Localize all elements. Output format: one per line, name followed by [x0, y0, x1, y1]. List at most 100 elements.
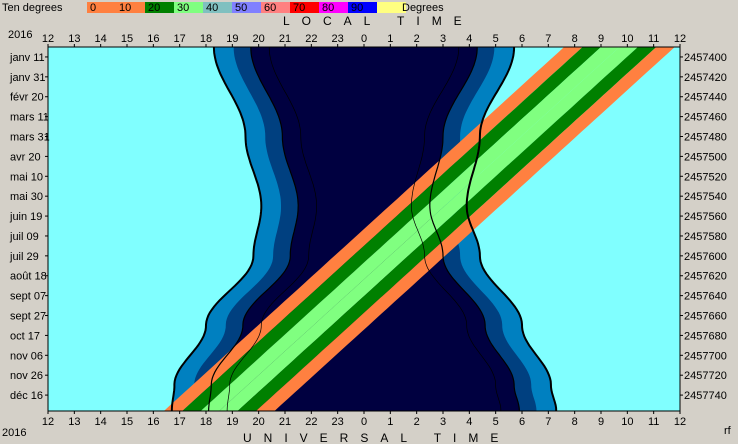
hour-tick-top: 6 [519, 33, 525, 45]
jd-tick-label: 2457500 [684, 151, 727, 163]
hour-tick-bottom: 1 [387, 416, 393, 428]
legend-bar: Ten degrees 0 10 20 30 40 50 60 70 80 90 Degrees [2, 2, 444, 14]
hour-tick-top: 14 [95, 33, 107, 45]
jd-tick-label: 2457680 [684, 330, 727, 342]
hour-tick-top: 22 [305, 33, 317, 45]
legend-label: Ten degrees [2, 2, 63, 14]
hour-tick-top: 8 [572, 33, 578, 45]
universal-time-title: UNIVERSAL TIME [243, 431, 510, 444]
date-tick-label: juil 29 [9, 251, 39, 263]
jd-tick-label: 2457700 [684, 350, 727, 362]
hour-tick-bottom: 14 [95, 416, 107, 428]
legend-swatch-label: 30 [177, 2, 189, 14]
date-tick-label: août 18 [10, 271, 47, 283]
hour-tick-bottom: 3 [440, 416, 446, 428]
jd-tick-label: 2457620 [684, 271, 727, 283]
hour-tick-top: 20 [253, 33, 265, 45]
date-tick-label: avr 20 [10, 151, 41, 163]
legend-swatch [290, 2, 319, 13]
hour-tick-bottom: 20 [253, 416, 265, 428]
year-label-bottom: 2016 [2, 427, 26, 439]
jd-tick-label: 2457720 [684, 370, 727, 382]
local-time-title: LOCAL TIME [283, 14, 474, 28]
altitude-band-alt_0_10 [163, 47, 583, 411]
hour-tick-bottom: 12 [674, 416, 686, 428]
hour-tick-top: 0 [361, 33, 367, 45]
hour-tick-top: 5 [493, 33, 499, 45]
hour-tick-bottom: 21 [279, 416, 291, 428]
jd-tick-label: 2457480 [684, 132, 727, 144]
jd-tick-label: 2457660 [684, 311, 727, 323]
plot-frame [47, 46, 681, 412]
date-tick-label: févr 20 [10, 92, 44, 104]
legend-swatch [174, 2, 203, 13]
sunset-curve [170, 46, 263, 412]
dawn-inner-curve [411, 46, 502, 412]
legend-swatch-label: 20 [148, 2, 160, 14]
hour-tick-top: 17 [174, 33, 186, 45]
jd-tick-label: 2457420 [684, 72, 727, 84]
legend-swatch-label: 10 [119, 2, 131, 14]
hour-tick-top: 18 [200, 33, 212, 45]
hour-tick-bottom: 2 [414, 416, 420, 428]
jd-tick-label: 2457740 [684, 390, 727, 402]
hour-tick-top: 16 [147, 33, 159, 45]
jd-tick-label: 2457520 [684, 171, 727, 183]
hour-tick-top: 3 [440, 33, 446, 45]
hour-tick-top: 1 [387, 33, 393, 45]
legend-swatches: 0 10 20 30 40 50 60 70 80 90 [87, 2, 406, 14]
legend-swatch-label: 60 [264, 2, 276, 14]
hour-tick-bottom: 11 [648, 416, 659, 428]
footer-mark: rf [724, 425, 732, 437]
legend-swatch-label: 90 [351, 2, 363, 14]
jd-tick-label: 2457640 [684, 291, 727, 303]
hour-tick-bottom: 9 [598, 416, 604, 428]
hour-tick-top: 13 [68, 33, 80, 45]
jd-tick-label: 2457440 [684, 92, 727, 104]
hour-tick-bottom: 22 [305, 416, 317, 428]
hour-tick-bottom: 15 [121, 416, 133, 428]
dusk-curve [208, 46, 299, 412]
date-tick-label: nov 26 [10, 370, 43, 382]
hour-axis-top: 12 13 14 15 16 17 18 19 20 21 22 23 0 1 2 3 4 5 6 7 8 9 10 11 12 [42, 33, 686, 47]
hour-tick-bottom: 18 [200, 416, 212, 428]
hour-tick-bottom: 12 [42, 416, 54, 428]
altitude-band-alt_0_10 [256, 47, 675, 411]
plot-area [47, 46, 681, 412]
date-tick-label: mai 10 [10, 171, 43, 183]
hour-tick-top: 7 [545, 33, 551, 45]
hour-tick-top: 9 [598, 33, 604, 45]
legend-swatch [116, 2, 145, 13]
hour-tick-top: 12 [42, 33, 54, 45]
sunrise-curve [465, 46, 558, 412]
hour-tick-top: 21 [279, 33, 291, 45]
julian-day-axis: 2457400 2457420 2457440 2457460 2457480 24575… [680, 52, 727, 402]
date-tick-label: déc 16 [10, 390, 43, 402]
date-tick-label: mars 11 [10, 112, 49, 124]
jd-tick-label: 2457400 [684, 52, 727, 64]
hour-tick-top: 10 [621, 33, 633, 45]
hour-tick-top: 11 [648, 33, 659, 45]
jd-tick-label: 2457580 [684, 231, 727, 243]
legend-swatch-label: 0 [90, 2, 96, 14]
legend-swatch [261, 2, 290, 13]
date-tick-label: sept 07 [10, 291, 46, 303]
altitude-band-alt_20_30 [219, 47, 638, 411]
legend-units: Degrees [402, 2, 444, 14]
jd-tick-label: 2457600 [684, 251, 727, 263]
hour-axis-bottom: 12 13 14 15 16 17 18 19 20 21 22 23 0 1 2 3 4 5 6 7 8 9 10 11 12 [42, 411, 686, 428]
legend-swatch-label: 70 [293, 2, 305, 14]
jd-tick-label: 2457540 [684, 191, 727, 203]
jd-tick-label: 2457560 [684, 211, 727, 223]
date-tick-label: oct 17 [10, 330, 40, 342]
hour-tick-bottom: 17 [174, 416, 186, 428]
date-tick-label: janv 31 [9, 72, 45, 84]
hour-tick-bottom: 19 [226, 416, 238, 428]
legend-swatch [319, 2, 348, 13]
hour-tick-bottom: 8 [572, 416, 578, 428]
altitude-band [163, 47, 675, 411]
jd-tick-label: 2457460 [684, 112, 727, 124]
hour-tick-top: 4 [466, 33, 472, 45]
hour-tick-bottom: 13 [68, 416, 80, 428]
